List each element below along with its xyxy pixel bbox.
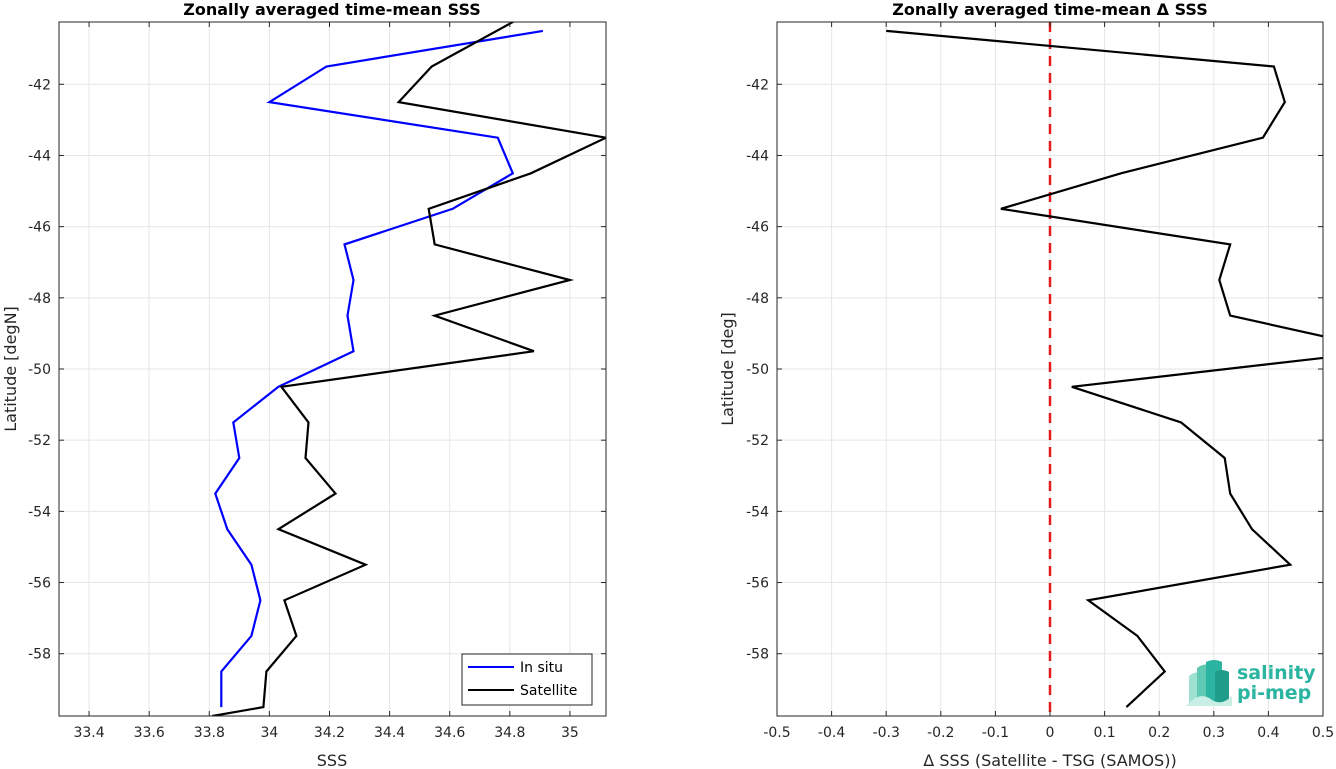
left-y-tick-label: -54: [28, 504, 51, 520]
left-x-tick-label: 33.6: [134, 725, 165, 741]
left-y-tick-label: -46: [28, 220, 51, 236]
right-y-axis-label: Latitude [deg]: [718, 312, 737, 426]
right-x-tick-label: -0.2: [927, 725, 954, 741]
right-x-axis-label: Δ SSS (Satellite - TSG (SAMOS)): [923, 751, 1176, 769]
left-x-tick-label: 33.8: [194, 725, 225, 741]
logo-wave-graphic: [1186, 660, 1232, 706]
right-y-tick-label: -44: [746, 148, 769, 164]
left-x-tick-label: 33.4: [73, 725, 104, 741]
legend-label-satellite: Satellite: [520, 683, 577, 699]
left-x-tick-label: 35: [561, 725, 579, 741]
right-x-tick-label: 0.5: [1312, 725, 1334, 741]
right-chart-title: Zonally averaged time-mean Δ SSS: [892, 0, 1208, 19]
left-grid: [59, 22, 606, 716]
left-chart-panel: 33.4 33.6 33.8 34 34.2 34.4 34.6 34.8 35 -42 -44 -4…: [1, 0, 607, 769]
right-y-tick-label: -50: [746, 362, 769, 378]
left-y-tick-label: -44: [28, 148, 51, 164]
right-y-tick-label: -42: [746, 77, 769, 93]
left-x-tick-label: 34.2: [314, 725, 345, 741]
right-x-tick-label: -0.1: [982, 725, 1009, 741]
right-x-tick-label: 0.4: [1257, 725, 1279, 741]
left-y-tick-label: -48: [28, 291, 51, 307]
left-series-line-satellite: [212, 22, 606, 716]
right-x-tick-label: 0.3: [1203, 725, 1225, 741]
right-x-tick-label: -0.5: [763, 725, 790, 741]
right-y-tick-label: -58: [746, 647, 769, 663]
legend-box: [461, 653, 593, 706]
right-y-tick-label: -52: [746, 433, 769, 449]
left-y-tick-label: -52: [28, 433, 51, 449]
left-y-axis-label: Latitude [degN]: [1, 306, 20, 432]
right-ticks: -0.5 -0.4 -0.3 -0.2 -0.1 0 0.1 0.2 0.3 0.4 0.5 -42 -…: [746, 22, 1334, 741]
legend-label-in-situ: In situ: [520, 660, 563, 676]
left-x-tick-label: 34: [260, 725, 278, 741]
right-x-tick-label: -0.4: [818, 725, 845, 741]
logo-text-line1: salinity: [1237, 662, 1316, 684]
right-y-tick-label: -54: [746, 504, 769, 520]
right-y-tick-label: -46: [746, 220, 769, 236]
left-y-tick-label: -50: [28, 362, 51, 378]
left-y-tick-label: -56: [28, 576, 51, 592]
right-x-tick-label: 0.1: [1093, 725, 1115, 741]
right-chart-panel: -0.5 -0.4 -0.3 -0.2 -0.1 0 0.1 0.2 0.3 0.4 0.5 -42 -…: [718, 0, 1334, 769]
right-x-tick-label: -0.3: [873, 725, 900, 741]
right-y-tick-label: -56: [746, 576, 769, 592]
left-series-group: [212, 22, 606, 716]
left-ticks: 33.4 33.6 33.8 34 34.2 34.4 34.6 34.8 35 -42 -44 -4…: [28, 22, 606, 741]
left-x-tick-label: 34.4: [374, 725, 405, 741]
right-x-tick-label: 0.2: [1148, 725, 1170, 741]
right-x-tick-label: 0: [1046, 725, 1055, 741]
right-series-group: [886, 22, 1323, 716]
left-y-tick-label: -42: [28, 77, 51, 93]
salinity-pi-mep-logo: salinity pi-mep: [1186, 660, 1316, 706]
legend: In situ Satellite: [461, 653, 593, 706]
left-series-line-in-situ: [214, 29, 544, 708]
right-series-line-delta-sss: [886, 29, 1323, 708]
left-chart-title: Zonally averaged time-mean SSS: [183, 0, 481, 19]
left-x-tick-label: 34.8: [494, 725, 525, 741]
right-y-tick-label: -48: [746, 291, 769, 307]
logo-text-line2: pi-mep: [1237, 682, 1311, 704]
left-x-tick-label: 34.6: [434, 725, 465, 741]
left-y-tick-label: -58: [28, 647, 51, 663]
left-x-axis-label: SSS: [317, 751, 347, 769]
